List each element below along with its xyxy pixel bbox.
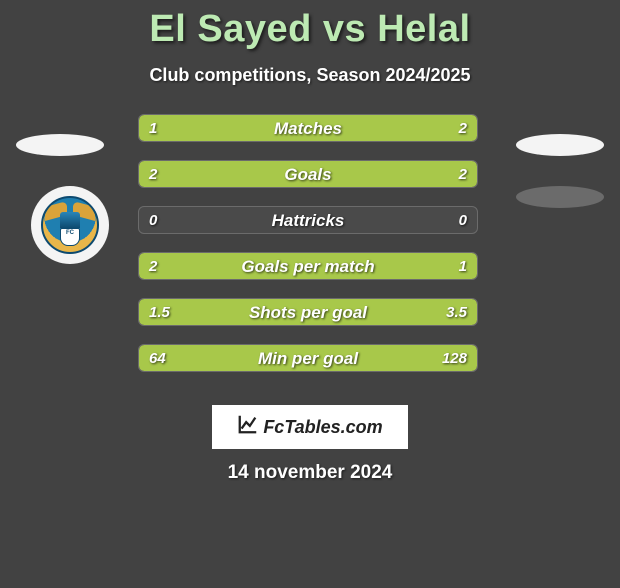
stat-row: 12Matches [138, 114, 478, 142]
watermark-icon [237, 413, 259, 441]
stat-label: Matches [139, 115, 477, 141]
stat-label: Shots per goal [139, 299, 477, 325]
stat-row: 00Hattricks [138, 206, 478, 234]
stat-row: 64128Min per goal [138, 344, 478, 372]
player-right-placeholder [516, 134, 604, 156]
watermark: FcTables.com [212, 405, 408, 449]
page-title: El Sayed vs Helal [0, 8, 620, 51]
stat-label: Hattricks [139, 207, 477, 233]
watermark-text: FcTables.com [263, 417, 382, 438]
stat-label: Min per goal [139, 345, 477, 371]
club-badge-left: FC [31, 186, 109, 264]
stat-row: 22Goals [138, 160, 478, 188]
player-left-placeholder [16, 134, 104, 156]
stat-label: Goals per match [139, 253, 477, 279]
subtitle: Club competitions, Season 2024/2025 [0, 65, 620, 86]
pyramids-badge-icon: FC [41, 196, 99, 254]
club-badge-right-placeholder [516, 186, 604, 208]
stat-label: Goals [139, 161, 477, 187]
stat-row: 1.53.5Shots per goal [138, 298, 478, 326]
stat-row: 21Goals per match [138, 252, 478, 280]
date-text: 14 november 2024 [0, 462, 620, 484]
